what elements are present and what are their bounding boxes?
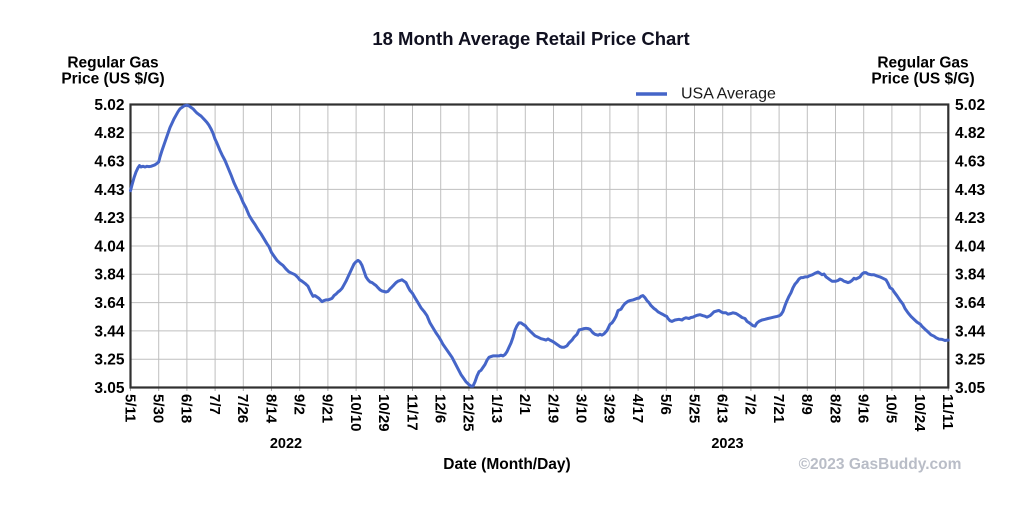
svg-text:4.63: 4.63 xyxy=(955,154,986,171)
svg-text:4.43: 4.43 xyxy=(955,182,986,199)
svg-text:4.23: 4.23 xyxy=(955,210,986,227)
svg-text:7/26: 7/26 xyxy=(234,394,251,423)
svg-text:USA Average: USA Average xyxy=(681,86,776,103)
svg-text:3.84: 3.84 xyxy=(955,267,986,284)
svg-text:9/21: 9/21 xyxy=(319,394,336,423)
svg-text:2023: 2023 xyxy=(711,436,743,452)
svg-text:3.05: 3.05 xyxy=(94,380,125,397)
svg-text:10/5: 10/5 xyxy=(883,394,900,423)
svg-text:6/18: 6/18 xyxy=(178,394,195,423)
svg-text:5.02: 5.02 xyxy=(955,97,985,114)
svg-text:4.43: 4.43 xyxy=(94,182,125,199)
svg-text:8/28: 8/28 xyxy=(826,394,843,423)
svg-text:4/17: 4/17 xyxy=(629,394,646,423)
svg-text:5/30: 5/30 xyxy=(150,394,167,423)
svg-text:6/13: 6/13 xyxy=(714,394,731,423)
svg-text:11/11: 11/11 xyxy=(939,394,956,430)
svg-text:Regular Gas: Regular Gas xyxy=(877,55,968,72)
svg-text:Regular Gas: Regular Gas xyxy=(67,55,158,72)
svg-text:3/10: 3/10 xyxy=(573,394,590,423)
svg-text:3.05: 3.05 xyxy=(955,380,986,397)
svg-text:10/24: 10/24 xyxy=(911,394,928,432)
svg-text:3.84: 3.84 xyxy=(94,267,125,284)
svg-text:Date (Month/Day): Date (Month/Day) xyxy=(443,456,570,473)
svg-text:18 Month Average Retail Price: 18 Month Average Retail Price Chart xyxy=(372,28,689,49)
svg-text:2/19: 2/19 xyxy=(544,394,561,423)
svg-text:4.23: 4.23 xyxy=(94,210,125,227)
svg-text:©2023 GasBuddy.com: ©2023 GasBuddy.com xyxy=(799,456,962,473)
svg-text:9/2: 9/2 xyxy=(291,394,308,415)
svg-text:5/25: 5/25 xyxy=(685,394,702,423)
svg-text:3.25: 3.25 xyxy=(94,352,125,369)
svg-text:7/2: 7/2 xyxy=(742,394,759,415)
svg-text:3.64: 3.64 xyxy=(94,295,125,312)
svg-text:1/13: 1/13 xyxy=(488,394,505,423)
svg-text:12/25: 12/25 xyxy=(460,394,477,432)
svg-text:10/29: 10/29 xyxy=(375,394,392,432)
svg-text:5/11: 5/11 xyxy=(121,394,138,422)
svg-text:8/14: 8/14 xyxy=(262,394,279,424)
svg-text:2022: 2022 xyxy=(270,436,302,452)
svg-text:5/6: 5/6 xyxy=(657,394,674,415)
svg-text:Price (US $/G): Price (US $/G) xyxy=(871,71,974,88)
svg-text:9/16: 9/16 xyxy=(855,394,872,423)
svg-text:4.04: 4.04 xyxy=(955,238,986,255)
svg-text:Price (US $/G): Price (US $/G) xyxy=(61,71,164,88)
svg-text:7/7: 7/7 xyxy=(206,394,223,415)
svg-text:3.25: 3.25 xyxy=(955,352,986,369)
svg-text:10/10: 10/10 xyxy=(347,394,364,432)
svg-text:4.04: 4.04 xyxy=(94,238,125,255)
svg-text:4.63: 4.63 xyxy=(94,154,125,171)
svg-text:4.82: 4.82 xyxy=(955,125,985,142)
svg-text:12/6: 12/6 xyxy=(432,394,449,423)
svg-text:3/29: 3/29 xyxy=(601,394,618,423)
svg-text:11/17: 11/17 xyxy=(403,394,420,431)
svg-text:3.64: 3.64 xyxy=(955,295,986,312)
svg-text:3.44: 3.44 xyxy=(94,323,125,340)
svg-text:7/21: 7/21 xyxy=(770,394,787,423)
svg-text:4.82: 4.82 xyxy=(94,125,124,142)
svg-text:5.02: 5.02 xyxy=(94,97,124,114)
svg-text:2/1: 2/1 xyxy=(516,394,533,415)
svg-text:3.44: 3.44 xyxy=(955,323,986,340)
svg-text:8/9: 8/9 xyxy=(798,394,815,415)
